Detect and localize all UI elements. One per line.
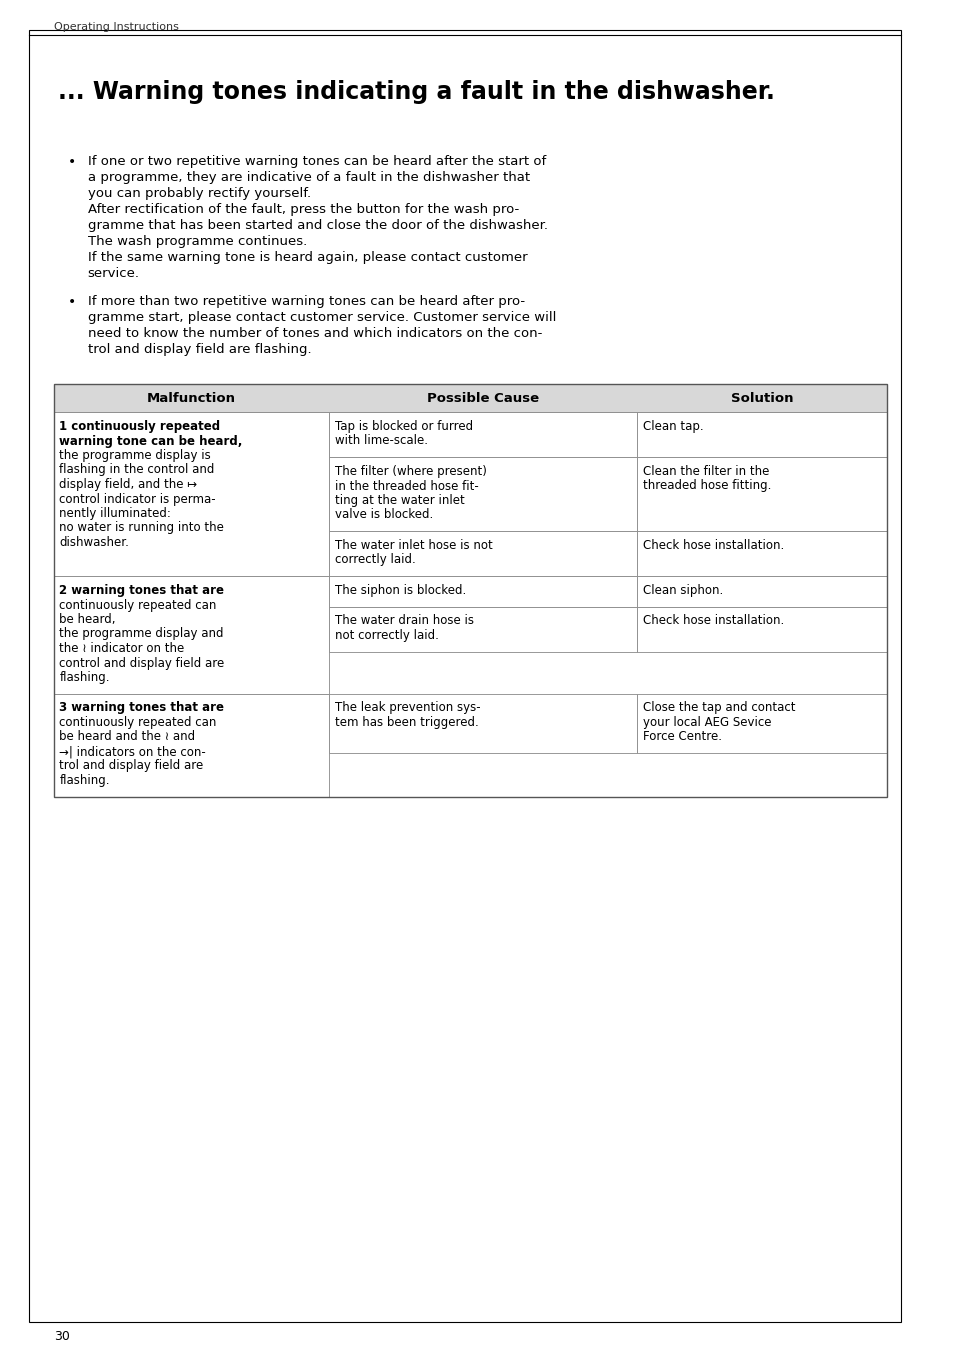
Text: warning tone can be heard,: warning tone can be heard, — [59, 434, 243, 448]
Text: nently illuminated:: nently illuminated: — [59, 507, 172, 521]
Bar — [53, 384, 886, 796]
Text: control indicator is perma-: control indicator is perma- — [59, 492, 216, 506]
Text: flashing.: flashing. — [59, 773, 110, 787]
Text: the programme display and: the programme display and — [59, 627, 224, 641]
Text: Possible Cause: Possible Cause — [426, 392, 538, 404]
Bar — [637, 694, 886, 753]
Text: ... Warning tones indicating a fault in the dishwasher.: ... Warning tones indicating a fault in … — [58, 80, 775, 104]
Text: 3 warning tones that are: 3 warning tones that are — [59, 702, 224, 714]
Text: →| indicators on the con-: →| indicators on the con- — [59, 745, 206, 758]
Bar — [637, 412, 886, 457]
Text: your local AEG Sevice: your local AEG Sevice — [642, 717, 771, 729]
Text: Force Centre.: Force Centre. — [642, 730, 721, 744]
Text: 1 continuously repeated: 1 continuously repeated — [59, 420, 220, 433]
Text: the ≀ indicator on the: the ≀ indicator on the — [59, 642, 185, 654]
Text: no water is running into the: no water is running into the — [59, 522, 224, 534]
Text: the programme display is: the programme display is — [59, 449, 211, 462]
Text: with lime-scale.: with lime-scale. — [335, 434, 427, 448]
Bar — [329, 531, 637, 576]
Text: ting at the water inlet: ting at the water inlet — [335, 493, 464, 507]
Text: The filter (where present): The filter (where present) — [335, 465, 486, 479]
Text: The leak prevention sys-: The leak prevention sys- — [335, 702, 479, 714]
Text: The water drain hose is: The water drain hose is — [335, 615, 473, 627]
Bar — [53, 412, 329, 576]
Text: Clean siphon.: Clean siphon. — [642, 584, 722, 598]
Bar — [329, 412, 637, 457]
Text: If more than two repetitive warning tones can be heard after pro-: If more than two repetitive warning tone… — [88, 295, 524, 308]
Text: If the same warning tone is heard again, please contact customer: If the same warning tone is heard again,… — [88, 251, 527, 264]
Bar — [637, 531, 886, 576]
Bar — [329, 457, 637, 531]
Text: be heard and the ≀ and: be heard and the ≀ and — [59, 730, 195, 744]
Bar — [329, 694, 637, 753]
Text: a programme, they are indicative of a fault in the dishwasher that: a programme, they are indicative of a fa… — [88, 170, 529, 184]
Text: not correctly laid.: not correctly laid. — [335, 629, 438, 642]
Text: Close the tap and contact: Close the tap and contact — [642, 702, 795, 714]
Text: Solution: Solution — [730, 392, 793, 404]
Text: •: • — [69, 155, 76, 169]
Text: gramme start, please contact customer service. Customer service will: gramme start, please contact customer se… — [88, 311, 556, 324]
Text: After rectification of the fault, press the button for the wash pro-: After rectification of the fault, press … — [88, 203, 518, 216]
Text: Clean tap.: Clean tap. — [642, 420, 702, 433]
Bar — [637, 607, 886, 652]
Text: 30: 30 — [53, 1330, 70, 1343]
Text: continuously repeated can: continuously repeated can — [59, 599, 216, 611]
Text: valve is blocked.: valve is blocked. — [335, 508, 433, 522]
Text: If one or two repetitive warning tones can be heard after the start of: If one or two repetitive warning tones c… — [88, 155, 545, 168]
Bar — [329, 576, 637, 607]
Text: service.: service. — [88, 266, 139, 280]
Text: be heard,: be heard, — [59, 612, 116, 626]
Text: in the threaded hose fit-: in the threaded hose fit- — [335, 480, 477, 492]
Text: •: • — [69, 295, 76, 310]
Text: The wash programme continues.: The wash programme continues. — [88, 235, 307, 247]
Text: The siphon is blocked.: The siphon is blocked. — [335, 584, 465, 598]
Text: tem has been triggered.: tem has been triggered. — [335, 717, 477, 729]
Bar — [53, 384, 886, 412]
Bar — [53, 384, 886, 412]
Text: threaded hose fitting.: threaded hose fitting. — [642, 480, 770, 492]
Text: dishwasher.: dishwasher. — [59, 535, 130, 549]
Text: gramme that has been started and close the door of the dishwasher.: gramme that has been started and close t… — [88, 219, 547, 233]
Text: Check hose installation.: Check hose installation. — [642, 615, 783, 627]
Bar — [637, 576, 886, 607]
Text: Operating Instructions: Operating Instructions — [53, 22, 178, 32]
Text: Clean the filter in the: Clean the filter in the — [642, 465, 768, 479]
Bar — [53, 576, 329, 694]
Text: trol and display field are flashing.: trol and display field are flashing. — [88, 343, 311, 356]
Text: need to know the number of tones and which indicators on the con-: need to know the number of tones and whi… — [88, 327, 541, 339]
Text: correctly laid.: correctly laid. — [335, 553, 415, 566]
Text: flashing in the control and: flashing in the control and — [59, 464, 214, 476]
Bar — [53, 694, 329, 796]
Text: 2 warning tones that are: 2 warning tones that are — [59, 584, 224, 598]
Text: flashing.: flashing. — [59, 671, 110, 684]
Text: Check hose installation.: Check hose installation. — [642, 539, 783, 552]
Bar — [637, 457, 886, 531]
Text: control and display field are: control and display field are — [59, 657, 225, 669]
Text: continuously repeated can: continuously repeated can — [59, 717, 216, 729]
Text: display field, and the ↦: display field, and the ↦ — [59, 479, 197, 491]
Text: The water inlet hose is not: The water inlet hose is not — [335, 539, 492, 552]
Text: trol and display field are: trol and display field are — [59, 760, 204, 772]
Text: Tap is blocked or furred: Tap is blocked or furred — [335, 420, 472, 433]
Text: you can probably rectify yourself.: you can probably rectify yourself. — [88, 187, 311, 200]
Text: Malfunction: Malfunction — [147, 392, 235, 404]
Bar — [329, 607, 637, 652]
